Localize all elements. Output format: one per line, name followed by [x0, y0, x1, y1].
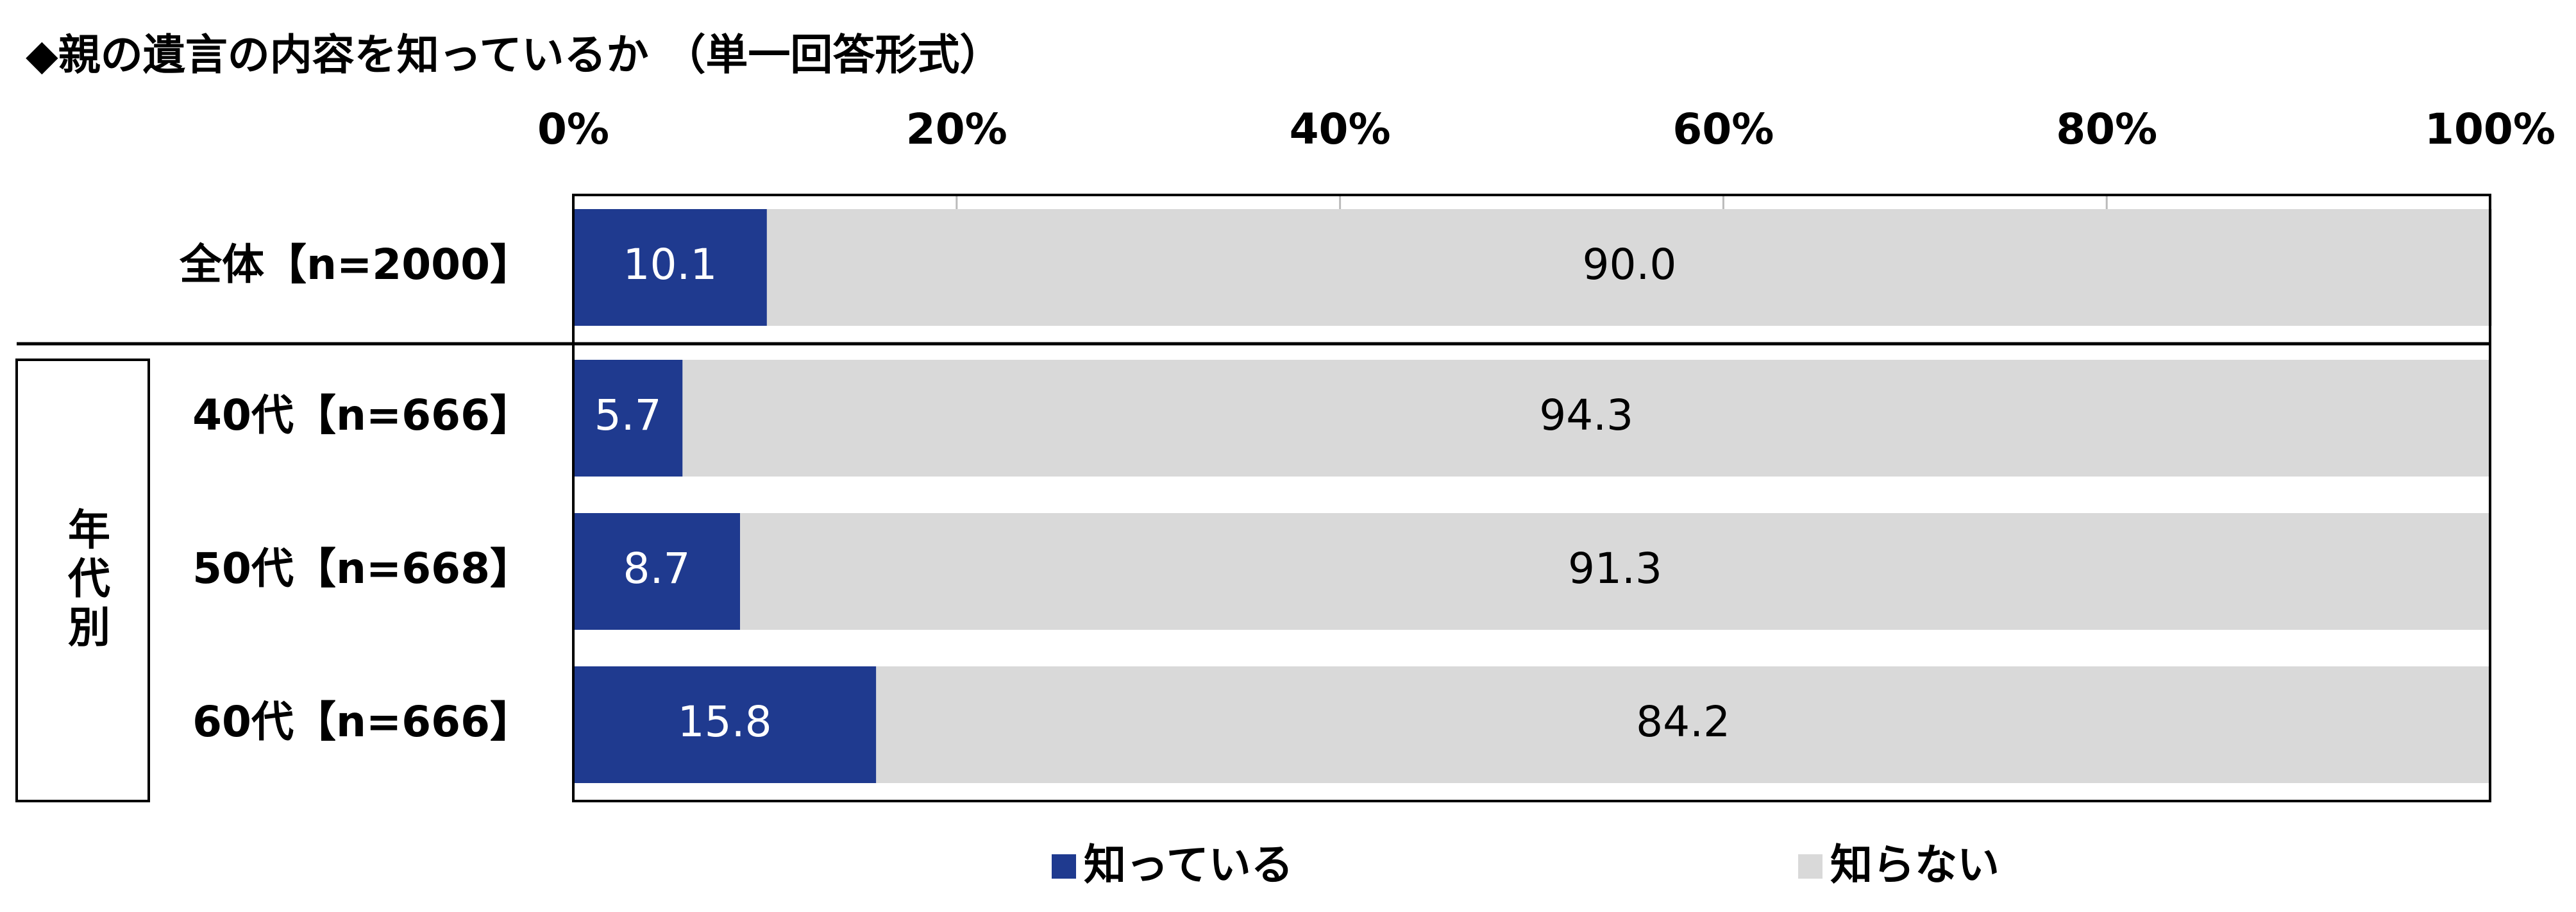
bar-segment [573, 209, 767, 326]
data-label: 15.8 [678, 697, 772, 747]
legend-label: 知らない [1830, 840, 1999, 890]
group-label: 年代別 [61, 507, 111, 654]
category-label: 50代【n=668】 [192, 544, 532, 593]
bar-segment [573, 513, 741, 630]
chart-title: ◆親の遺言の内容を知っているか （単一回答形式） [26, 30, 1002, 80]
x-tick-label: 80% [2056, 105, 2157, 154]
category-label: 全体【n=2000】 [179, 240, 532, 289]
plot-frame [572, 194, 2491, 802]
x-tick-label: 40% [1290, 105, 1391, 154]
data-label: 94.3 [1539, 391, 1633, 440]
data-label: 90.0 [1582, 240, 1676, 289]
bar-segment [573, 666, 877, 783]
data-label: 91.3 [1568, 544, 1662, 593]
x-tick-label: 60% [1672, 105, 1774, 154]
data-label: 5.7 [594, 391, 662, 440]
x-tick-label: 20% [906, 105, 1007, 154]
legend-label: 知っている [1084, 840, 1293, 890]
data-label: 84.2 [1636, 697, 1730, 747]
bar-segment [766, 209, 2492, 326]
bar-segment [573, 360, 683, 477]
data-label: 8.7 [623, 544, 691, 593]
group-box [15, 359, 150, 802]
bar-segment [876, 666, 2490, 783]
bar-segment [682, 360, 2490, 477]
legend-swatch [1052, 854, 1076, 879]
category-label: 60代【n=666】 [192, 697, 532, 747]
x-tick-label: 0% [537, 105, 609, 154]
category-label: 40代【n=666】 [192, 391, 532, 440]
bar-segment [740, 513, 2490, 630]
data-label: 10.1 [623, 240, 717, 289]
legend-swatch [1798, 854, 1823, 879]
x-tick-label: 100% [2425, 105, 2555, 154]
